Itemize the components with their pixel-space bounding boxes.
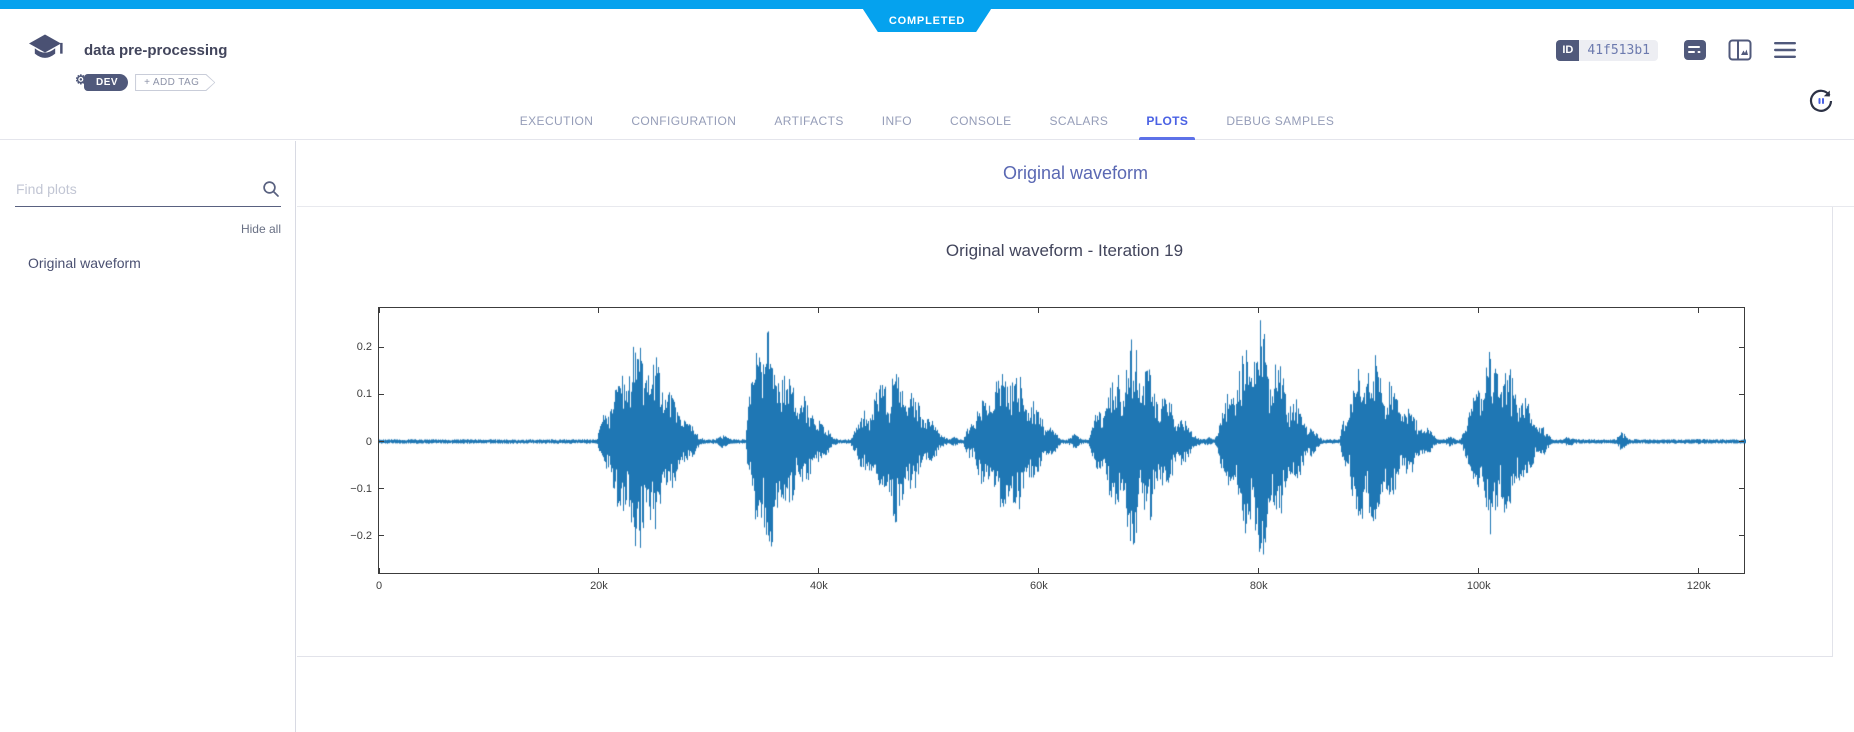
hide-all-link[interactable]: Hide all bbox=[240, 222, 281, 236]
axis-tick bbox=[378, 568, 380, 573]
experiment-id-chip[interactable]: ID 41f513b1 bbox=[1556, 39, 1658, 61]
search-input[interactable] bbox=[15, 177, 281, 206]
tab-execution[interactable]: EXECUTION bbox=[519, 114, 594, 128]
axis-tick bbox=[818, 568, 820, 573]
plot-list-item[interactable]: Original waveform bbox=[28, 255, 141, 271]
tag-row: ⚙ DEV + ADD TAG bbox=[75, 73, 215, 91]
experiment-title: data pre-processing bbox=[84, 42, 228, 59]
axis-tick bbox=[1258, 308, 1260, 313]
tab-debug-samples[interactable]: DEBUG SAMPLES bbox=[1226, 114, 1335, 128]
y-tick-label: 0 bbox=[365, 435, 372, 448]
axis-tick bbox=[379, 346, 384, 348]
axis-tick bbox=[1739, 393, 1744, 395]
axis-tick bbox=[598, 308, 600, 313]
plot-group-title: Original waveform bbox=[297, 141, 1854, 207]
axis-tick bbox=[1739, 488, 1744, 489]
y-tick-label: 0.2 bbox=[356, 341, 372, 354]
x-tick-label: 80k bbox=[1249, 580, 1268, 592]
axis-tick bbox=[1478, 308, 1480, 313]
axis-tick bbox=[598, 568, 600, 573]
axis-tick bbox=[1698, 308, 1700, 313]
tab-console[interactable]: CONSOLE bbox=[950, 114, 1012, 128]
y-tick-label: −0.1 bbox=[350, 482, 372, 495]
axis-tick bbox=[379, 393, 384, 395]
axis-tick bbox=[378, 308, 380, 313]
axis-tick bbox=[379, 441, 384, 442]
app-logo-icon bbox=[29, 34, 63, 58]
plot-search bbox=[15, 177, 281, 207]
axis-tick bbox=[1739, 441, 1744, 442]
main-content: Original waveform Original waveform - It… bbox=[297, 141, 1854, 732]
plot-card: Original waveform - Iteration 19 0 20k 40k… bbox=[297, 207, 1833, 657]
x-tick-label: 40k bbox=[810, 580, 828, 592]
axis-tick bbox=[379, 488, 384, 489]
id-value: 41f513b1 bbox=[1579, 39, 1658, 61]
tab-scalars[interactable]: SCALARS bbox=[1049, 114, 1109, 128]
y-tick-label: 0.1 bbox=[356, 388, 372, 401]
axis-tick bbox=[379, 535, 384, 536]
id-label: ID bbox=[1556, 39, 1580, 61]
gear-icon: ⚙ bbox=[75, 72, 88, 87]
tab-artifacts[interactable]: ARTIFACTS bbox=[774, 114, 844, 128]
axis-tick bbox=[1038, 308, 1040, 313]
search-icon[interactable] bbox=[262, 180, 280, 203]
waveform-canvas[interactable] bbox=[379, 308, 1746, 575]
axis-tick bbox=[1478, 568, 1480, 573]
auto-refresh-icon[interactable] bbox=[1808, 88, 1834, 114]
x-tick-label: 20k bbox=[590, 580, 608, 592]
add-tag-button[interactable]: + ADD TAG bbox=[135, 74, 215, 91]
tab-plots[interactable]: PLOTS bbox=[1127, 102, 1207, 140]
tab-info[interactable]: INFO bbox=[881, 114, 912, 128]
axis-tick bbox=[1258, 568, 1260, 573]
hamburger-menu-icon[interactable] bbox=[1772, 38, 1798, 62]
x-tick-label: 60k bbox=[1029, 580, 1048, 592]
axis-tick bbox=[1038, 568, 1040, 573]
axis-tick bbox=[1739, 346, 1744, 348]
axis-tick bbox=[1698, 568, 1700, 573]
waveform-plot[interactable]: 0 20k 40k 60k 80k 100k 120k 0.2 0.1 0 −0.1 −0.2 bbox=[350, 307, 1746, 592]
status-label: COMPLETED bbox=[888, 14, 966, 27]
details-panel-icon[interactable] bbox=[1682, 38, 1708, 62]
sidebar: Hide all Original waveform bbox=[0, 141, 296, 732]
axis-tick bbox=[1739, 535, 1744, 536]
axis-tick bbox=[818, 308, 820, 313]
x-tick-label: 120k bbox=[1686, 580, 1711, 592]
top-status-bar bbox=[0, 0, 1854, 9]
plot-title: Original waveform - Iteration 19 bbox=[945, 241, 1184, 260]
dev-tag-badge[interactable]: ⚙ DEV bbox=[75, 73, 129, 91]
tab-configuration[interactable]: CONFIGURATION bbox=[631, 114, 737, 128]
x-tick-label: 0 bbox=[375, 580, 383, 592]
tab-bar: EXECUTION CONFIGURATION ARTIFACTS INFO CONSO… bbox=[0, 102, 1854, 140]
status-banner: COMPLETED bbox=[863, 9, 991, 32]
split-view-icon[interactable] bbox=[1727, 38, 1753, 62]
y-tick-label: −0.2 bbox=[350, 529, 372, 542]
x-tick-label: 100k bbox=[1466, 580, 1491, 592]
header-actions: ID 41f513b1 bbox=[1556, 38, 1798, 62]
plot-list: Original waveform bbox=[0, 249, 295, 277]
